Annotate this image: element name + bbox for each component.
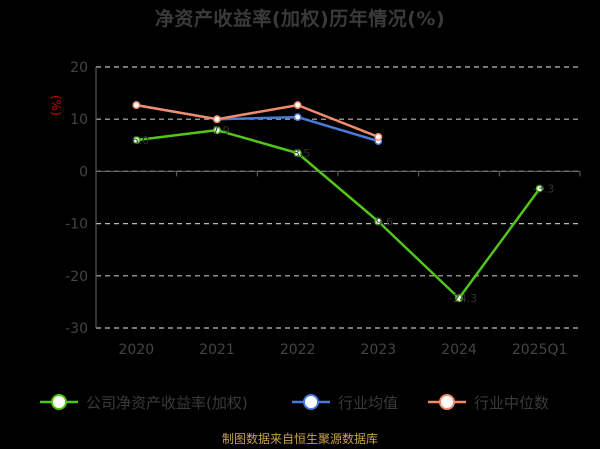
data-point: [535, 184, 544, 193]
y-axis-unit: (%): [49, 95, 63, 116]
data-point: [213, 126, 221, 135]
x-tick-label: 2022: [280, 342, 316, 358]
axis-layer: 20 10 0 -10 -20 -30 2020 2021 2022 2023 2024 2025Q1: [65, 60, 581, 358]
x-tick-label: 2025Q1: [512, 342, 568, 358]
data-label: 7.9: [212, 124, 230, 137]
chart-title: 净资产收益率(加权)历年情况(%): [154, 8, 446, 30]
legend-label: 公司净资产收益率(加权): [86, 394, 248, 412]
series-layer: [132, 101, 544, 303]
legend-swatch-marker: [51, 394, 67, 410]
data-point: [293, 149, 302, 158]
y-tick-label: 0: [79, 164, 88, 180]
legend: 公司净资产收益率(加权) 行业均值 行业中位数: [40, 394, 549, 412]
x-tick-label: 2023: [361, 342, 397, 358]
data-label: 6.0: [132, 134, 150, 147]
data-point: [455, 294, 463, 303]
data-point: [213, 115, 221, 124]
data-label: 3.5: [293, 147, 311, 160]
x-tick-label: 2024: [441, 342, 477, 358]
y-tick-label: -20: [65, 269, 88, 285]
grid-layer: [96, 66, 580, 329]
data-label: -3.3: [533, 183, 554, 196]
x-tick-label: 2021: [199, 342, 235, 358]
data-point: [374, 132, 383, 141]
series-line: [136, 103, 379, 139]
y-tick-label: -10: [65, 217, 88, 233]
data-point: [293, 113, 302, 122]
series-line: [136, 128, 541, 300]
legend-swatch-marker: [439, 394, 455, 410]
data-label-layer: 6.0 7.9 3.5 -9.6 -24.3 -3.3: [132, 124, 555, 305]
data-point: [374, 217, 383, 226]
legend-label: 行业均值: [338, 394, 398, 412]
data-label: -24.3: [449, 292, 477, 305]
data-point: [132, 101, 141, 110]
x-tick-label: 2020: [119, 342, 155, 358]
y-tick-label: 10: [70, 112, 88, 128]
source-note: 制图数据来自恒生聚源数据库: [221, 432, 378, 446]
legend-swatch-marker: [303, 394, 319, 410]
data-point: [293, 101, 302, 110]
data-point: [132, 136, 141, 145]
data-label: -9.6: [372, 216, 393, 229]
y-tick-label: 20: [70, 60, 88, 76]
y-tick-label: -30: [65, 321, 88, 337]
legend-label: 行业中位数: [474, 394, 549, 412]
